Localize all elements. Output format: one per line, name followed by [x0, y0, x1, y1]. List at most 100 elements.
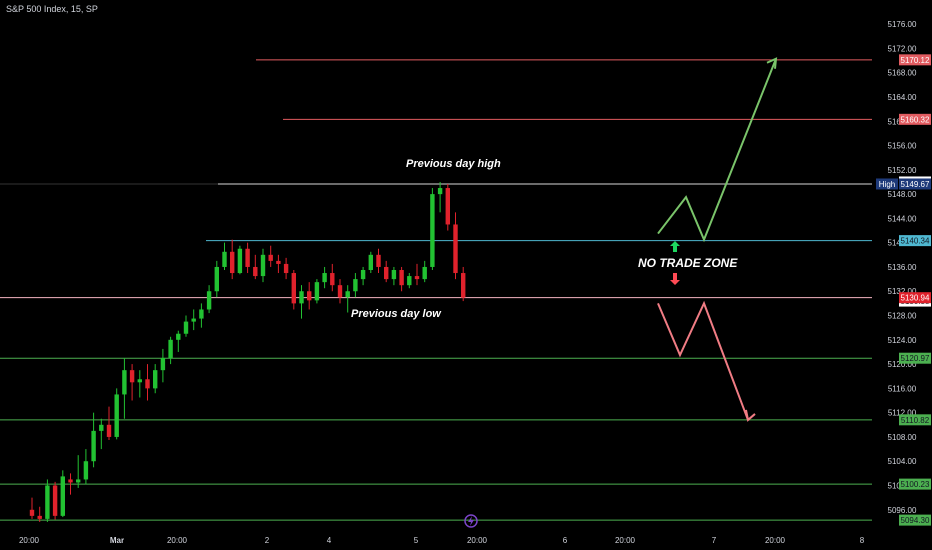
price-tag-label: 5149.67	[901, 180, 930, 189]
label-previous-day-high: Previous day high	[406, 158, 501, 170]
price-tag-bg	[899, 113, 931, 125]
candle-body	[253, 266, 258, 277]
candle-body	[52, 485, 58, 516]
price-tick-label: 5156.00	[888, 142, 917, 151]
candle	[83, 449, 89, 485]
annotations: Previous day high Previous day low NO TRAD…	[351, 158, 738, 528]
candle-body	[230, 251, 235, 274]
candle	[168, 336, 173, 365]
candle-body	[160, 358, 166, 371]
candle	[268, 245, 273, 267]
price-tick-label: 5172.00	[888, 44, 917, 53]
price-tick-label: 5116.00	[888, 384, 917, 393]
price-tag-bg	[899, 178, 931, 190]
candle-body	[430, 194, 435, 267]
candle-body	[337, 285, 343, 298]
candle-body	[461, 273, 466, 298]
candle-body	[407, 276, 412, 286]
time-axis[interactable]: 20:00 Mar 20:00 2 4 5 20:00 6 20:00 7 20:00 8	[19, 536, 865, 545]
label-no-trade-zone: NO TRADE ZONE	[638, 256, 738, 270]
candle	[330, 263, 335, 292]
candle	[461, 266, 466, 302]
candle-body	[260, 254, 266, 277]
candle	[291, 270, 296, 310]
time-tick-label: Mar	[110, 536, 124, 545]
candle-body	[91, 430, 96, 462]
price-tick-label: 5164.00	[888, 93, 917, 102]
candle	[183, 315, 189, 337]
candle-body	[37, 515, 42, 519]
up-arrow-icon	[670, 241, 680, 252]
candle-body	[291, 273, 296, 304]
candle	[407, 273, 412, 289]
candle-body	[384, 266, 389, 280]
candle-body	[322, 273, 327, 283]
price-tick-label: 5136.00	[888, 263, 917, 272]
time-tick-label: 20:00	[467, 536, 488, 545]
candle-body	[206, 291, 212, 310]
price-tag-bg	[899, 54, 931, 66]
projection-up-path	[657, 58, 777, 243]
candle	[399, 266, 404, 292]
candle	[60, 470, 65, 518]
time-tick-label: 20:00	[167, 536, 188, 545]
projection-up-arrowhead	[766, 57, 778, 69]
time-tick-label: 6	[563, 536, 568, 545]
projections	[657, 57, 778, 422]
candle-body	[60, 476, 65, 516]
candle	[145, 364, 150, 401]
price-axis-bg	[872, 0, 932, 550]
candle	[114, 388, 119, 440]
candle	[99, 418, 104, 450]
candle-body	[422, 266, 427, 280]
candle-body	[199, 309, 204, 319]
candle-body	[29, 509, 35, 516]
candle-body	[145, 379, 150, 389]
candle	[191, 309, 196, 331]
candle	[391, 266, 397, 286]
candle-body	[76, 479, 81, 483]
price-tag-label: 5130.94	[901, 294, 930, 303]
candle	[276, 254, 281, 274]
candle-body	[153, 370, 158, 389]
candle	[314, 279, 320, 304]
candle-body	[68, 479, 73, 483]
candle	[360, 266, 366, 286]
projection-down-path	[657, 300, 749, 421]
candle-body	[299, 291, 304, 304]
high-badge-label: High	[879, 180, 895, 189]
candle	[299, 285, 304, 319]
candle	[137, 370, 142, 398]
time-tick-label: 8	[860, 536, 865, 545]
candle-body	[414, 276, 420, 280]
price-tick-label: 5104.00	[888, 457, 917, 466]
candle-body	[45, 485, 50, 519]
candle-body	[245, 248, 250, 267]
candle-body	[399, 270, 404, 286]
price-tick-label: 5168.00	[888, 69, 917, 78]
price-axis[interactable]: 5176.005172.005168.005164.005160.005156.…	[872, 0, 932, 550]
price-tag-label: 5170.12	[901, 56, 930, 65]
candle	[260, 248, 266, 283]
candle	[368, 251, 373, 274]
candle-body	[191, 318, 196, 322]
price-tag-bg	[899, 414, 931, 426]
time-tick-label: 7	[712, 536, 717, 545]
candle	[160, 348, 166, 383]
high-badge	[876, 178, 898, 190]
event-badge	[464, 514, 478, 528]
time-tick-label: 20:00	[765, 536, 786, 545]
price-tick-label: 5148.00	[888, 190, 917, 199]
candle	[245, 242, 250, 274]
candle	[222, 242, 227, 270]
lightning-icon	[468, 516, 474, 526]
candle-body	[122, 370, 127, 395]
candle	[45, 479, 50, 522]
price-tick-label: 5128.00	[888, 312, 917, 321]
candle	[430, 188, 435, 270]
candle	[199, 303, 204, 328]
candle	[453, 212, 458, 280]
candle-body	[129, 370, 135, 383]
candle	[129, 364, 135, 401]
